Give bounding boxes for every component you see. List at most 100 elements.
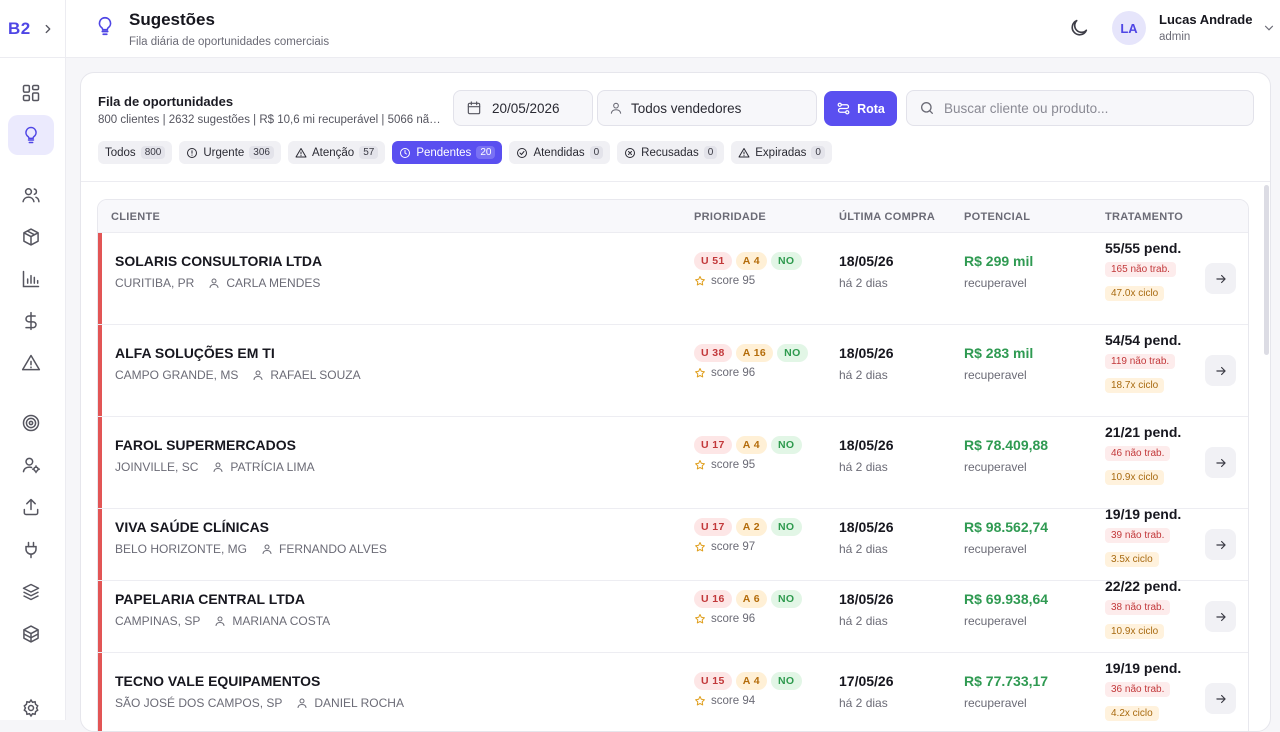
client-name[interactable]: ALFA SOLUÇÕES EM TI (115, 345, 275, 361)
pending-count: 22/22 pend. (1105, 578, 1182, 594)
table-row[interactable]: TECNO VALE EQUIPAMENTOS SÃO JOSÉ DOS CAM… (98, 653, 1248, 731)
chevron-down-icon[interactable] (1262, 21, 1276, 35)
sidebar-item-integracoes[interactable] (8, 530, 54, 570)
client-name[interactable]: PAPELARIA CENTRAL LTDA (115, 591, 306, 607)
score: score 96 (694, 613, 755, 625)
client-city: CAMPINAS, SP (115, 614, 201, 628)
pending-count: 55/55 pend. (1105, 240, 1182, 256)
score-value: score 95 (711, 459, 756, 471)
open-row-button[interactable] (1205, 529, 1236, 560)
sidebar-item-camadas[interactable] (8, 572, 54, 612)
cycle-badge: 47.0x ciclo (1105, 286, 1165, 301)
moon-icon[interactable] (1068, 17, 1090, 39)
col-prioridade[interactable]: PRIORIDADE (694, 211, 767, 223)
client-city: CURITIBA, PR (115, 276, 195, 290)
target-icon (21, 413, 41, 433)
filter-count: 800 (140, 146, 166, 159)
client-name[interactable]: VIVA SAÚDE CLÍNICAS (115, 519, 270, 535)
attention-badge: A 6 (735, 590, 767, 608)
route-button[interactable]: Rota (824, 91, 897, 126)
search-icon (919, 100, 935, 116)
col-tratamento[interactable]: TRATAMENTO (1105, 211, 1184, 223)
col-potencial[interactable]: POTENCIAL (964, 211, 1031, 223)
urgency-badge: U 17 (694, 518, 732, 536)
sidebar-item-produtos[interactable] (8, 217, 54, 257)
user-name[interactable]: Lucas Andrade (1159, 12, 1253, 27)
client-meta: SÃO JOSÉ DOS CAMPOS, SP DANIEL ROCHA (115, 696, 404, 710)
sidebar-item-importar[interactable] (8, 487, 54, 527)
open-row-button[interactable] (1205, 601, 1236, 632)
status-badge: NO (770, 436, 802, 454)
avatar[interactable]: LA (1112, 11, 1146, 45)
sidebar-item-pacotes[interactable] (8, 614, 54, 654)
status-badge: NO (770, 672, 802, 690)
urgency-badge: U 15 (694, 672, 732, 690)
filter-atencao[interactable]: Atenção 57 (287, 141, 386, 164)
arrow-right-icon (1214, 538, 1228, 552)
grid-icon (21, 83, 41, 103)
filter-urgente[interactable]: Urgente 306 (179, 141, 281, 164)
open-row-button[interactable] (1205, 447, 1236, 478)
score-value: score 97 (711, 541, 756, 553)
sidebar-item-sugestoes[interactable] (8, 115, 54, 155)
date-picker[interactable]: 20/05/2026 (453, 90, 593, 126)
table-row[interactable]: ALFA SOLUÇÕES EM TI CAMPO GRANDE, MS RAF… (98, 325, 1248, 417)
sidebar-item-financeiro[interactable] (8, 301, 54, 341)
filter-expiradas[interactable]: Expiradas 0 (731, 141, 832, 164)
filter-atendidas[interactable]: Atendidas 0 (509, 141, 611, 164)
potential-label: recuperavel (964, 460, 1027, 474)
users-icon (21, 185, 41, 205)
divider (81, 181, 1270, 182)
table-row[interactable]: PAPELARIA CENTRAL LTDA CAMPINAS, SP MARI… (98, 578, 1248, 653)
filter-pendentes[interactable]: Pendentes 20 (392, 141, 503, 164)
filter-label: Urgente (203, 146, 245, 159)
table-row[interactable]: VIVA SAÚDE CLÍNICAS BELO HORIZONTE, MG F… (98, 506, 1248, 581)
client-city: SÃO JOSÉ DOS CAMPOS, SP (115, 696, 283, 710)
warning-icon (295, 147, 307, 159)
filter-todos[interactable]: Todos 800 (98, 141, 173, 164)
brand[interactable]: B2 (0, 0, 65, 58)
lightbulb-icon (94, 14, 116, 38)
priority-bar (98, 233, 102, 324)
client-name[interactable]: FAROL SUPERMERCADOS (115, 437, 296, 453)
open-row-button[interactable] (1205, 263, 1236, 294)
sidebar-item-alertas[interactable] (8, 343, 54, 383)
client-name[interactable]: SOLARIS CONSULTORIA LTDA (115, 253, 323, 269)
score: score 95 (694, 459, 755, 471)
scrollbar[interactable] (1264, 185, 1269, 355)
sidebar-item-dashboard[interactable] (8, 73, 54, 113)
col-cliente[interactable]: CLIENTE (111, 211, 161, 223)
page-subtitle: Fila diária de oportunidades comerciais (129, 36, 330, 48)
priority-bar (98, 325, 102, 416)
filter-label: Recusadas (641, 146, 699, 159)
sidebar-item-metas[interactable] (8, 403, 54, 443)
top-header: Sugestões Fila diária de oportunidades c… (66, 0, 1280, 58)
sidebar: B2 (0, 0, 66, 720)
filter-count: 0 (811, 146, 825, 159)
warning-icon (738, 147, 750, 159)
open-row-button[interactable] (1205, 355, 1236, 386)
open-row-button[interactable] (1205, 683, 1236, 714)
sidebar-item-configuracoes[interactable] (8, 688, 54, 728)
untreated-badge: 46 não trab. (1105, 446, 1171, 461)
client-seller: RAFAEL SOUZA (252, 368, 361, 382)
filter-recusadas[interactable]: Recusadas 0 (617, 141, 725, 164)
table-row[interactable]: SOLARIS CONSULTORIA LTDA CURITIBA, PR CA… (98, 233, 1248, 325)
user-icon (212, 461, 224, 473)
chevron-right-icon (41, 22, 55, 36)
sidebar-item-usuarios[interactable] (8, 445, 54, 485)
arrow-right-icon (1214, 456, 1228, 470)
seller-select[interactable]: Todos vendedores (597, 90, 817, 126)
search-input[interactable]: Buscar cliente ou produto... (906, 90, 1254, 126)
sidebar-item-relatorios[interactable] (8, 259, 54, 299)
score: score 96 (694, 367, 755, 379)
package-icon (21, 624, 41, 644)
sidebar-item-clientes[interactable] (8, 175, 54, 215)
client-name[interactable]: TECNO VALE EQUIPAMENTOS (115, 673, 321, 689)
table-row[interactable]: FAROL SUPERMERCADOS JOINVILLE, SC PATRÍC… (98, 417, 1248, 509)
client-city: CAMPO GRANDE, MS (115, 368, 239, 382)
col-ultima-compra[interactable]: ÚLTIMA COMPRA (839, 211, 936, 223)
arrow-right-icon (1214, 692, 1228, 706)
star-icon (694, 459, 706, 471)
last-purchase-ago: há 2 dias (839, 696, 888, 710)
